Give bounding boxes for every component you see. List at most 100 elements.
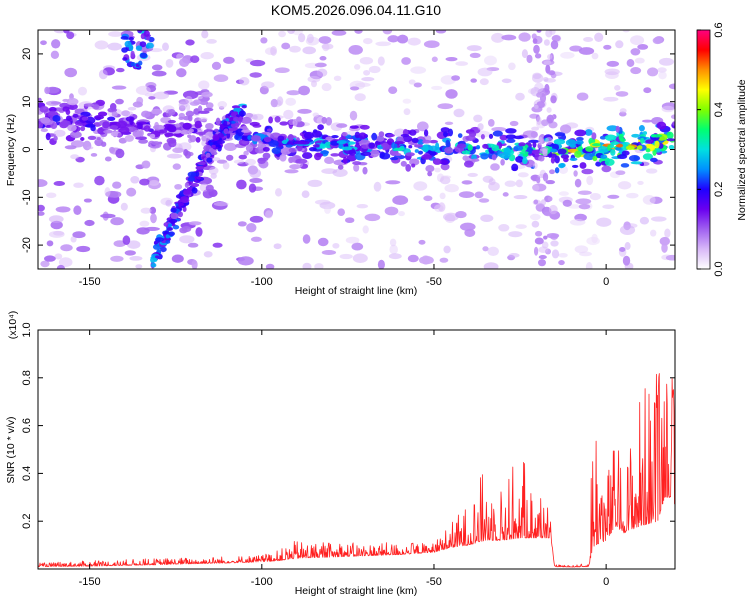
spectrogram-blob [548,204,558,215]
spectrogram-blob [518,142,526,147]
spectrogram-blob [650,134,663,138]
spectrogram-blob [77,86,88,96]
spectrogram-blob [168,231,175,236]
spectrogram-blob [217,101,228,109]
spectrogram-blob [604,68,620,76]
spectrogram-blob [550,240,559,247]
spectrogram-blob [72,231,86,239]
spectrogram-blob [349,86,360,91]
spectrogram-blob [598,145,610,153]
spectrogram-blob [288,156,294,164]
spectrogram-blob [491,154,497,161]
spectrogram-blob [244,112,254,119]
spectrogram-blob [467,172,478,177]
spectrogram-blob [277,135,285,142]
spectrogram-blob [179,57,190,68]
spectrogram-blob [238,116,243,123]
spectrogram-blob [626,192,639,199]
spectrogram-blob [58,257,73,268]
spectrogram-blob [615,170,626,176]
spectrogram-blob [201,140,207,147]
spectrogram-blob [151,64,163,71]
spectrogram-blob [206,39,217,44]
spectrogram-blob [558,260,565,266]
spectrogram-blob [659,236,671,246]
spectrogram-blob [65,109,71,116]
spectrogram-blob [647,67,659,77]
spectrogram-blob [317,124,324,131]
spectrogram-blob [162,42,169,51]
bottom-x-tick-label: -100 [251,576,273,588]
spectrogram-blob [668,83,675,90]
spectrogram-blob [257,157,269,162]
spectrogram-blob [172,224,180,230]
spectrogram-blob [240,116,252,124]
spectrogram-blob [511,163,519,172]
chart-title: KOM5.2026.096.04.11.G10 [271,2,441,18]
spectrogram-blob [85,123,96,128]
spectrogram-blob [70,131,82,139]
spectrogram-blob [666,138,675,142]
spectrogram-blob [560,154,570,159]
spectrogram-blob [625,145,635,150]
spectrogram-blob [377,259,385,269]
spectrogram-blob [645,148,651,153]
spectrogram-blob [242,125,248,131]
spectrogram-blob [188,221,202,226]
spectrogram-blob [332,242,340,249]
spectrogram-blob [80,137,85,141]
top-y-tick-label: 10 [21,96,33,108]
spectrogram-blob [532,72,542,80]
bottom-x-tick-label: -150 [79,576,101,588]
spectrogram-blob [289,47,296,53]
spectrogram-blob [111,111,118,117]
spectrogram-blob [243,150,249,156]
spectrogram-blob [72,113,79,118]
spectrogram-blob [115,98,124,105]
spectrogram-blob [519,151,529,155]
spectrogram-blob [279,153,287,162]
spectrogram-blob [363,69,371,76]
colorbar-tick-label: 0.2 [713,182,725,197]
spectrogram-blob [228,127,237,132]
top-y-axis: -20 -10 0 10 20 [21,48,675,253]
spectrogram-blob [413,82,422,88]
spectrogram-blob [56,264,65,269]
spectrogram-blob [213,74,229,82]
spectrogram-blob [504,180,517,187]
spectrogram-blob [531,126,540,131]
spectrogram-blob [167,119,176,124]
spectrogram-blob [536,92,542,98]
spectrogram-blob [205,152,211,158]
spectrogram-blob [251,135,261,142]
spectrogram-blob [212,134,220,141]
spectrogram-blob [314,62,327,68]
bottom-y-axis-label: SNR (10 * v/v) [5,416,17,483]
spectrogram-blob [565,139,577,147]
spectrogram-blob [378,131,385,138]
spectrogram-blob [306,33,314,44]
spectrogram-blob [185,110,195,117]
spectrogram-blob [631,133,640,138]
spectrogram-blob [619,225,636,235]
spectrogram-blob [630,48,641,56]
spectrogram-blob [307,75,321,83]
spectrogram-blob [538,136,543,146]
spectrogram-blob [437,202,446,212]
spectrogram-blob [480,214,494,223]
spectrogram-blob [403,108,411,116]
spectrogram-blob [439,159,449,165]
spectrogram-blob [54,253,63,260]
spectrogram-blob [237,256,254,266]
spectrogram-blob [83,103,95,107]
spectrogram-blob [314,199,331,205]
spectrogram-blob [532,38,538,44]
spectrogram-blob [615,125,620,133]
spectrogram-blob [349,110,358,121]
bottom-y-tick-label: 0.4 [21,466,33,481]
spectrogram-blob [245,158,256,166]
spectrogram-blob [249,215,264,223]
spectrogram-blob [413,181,428,191]
bottom-y-tick-label: 0.8 [21,370,33,385]
spectrogram-blob [116,120,128,129]
